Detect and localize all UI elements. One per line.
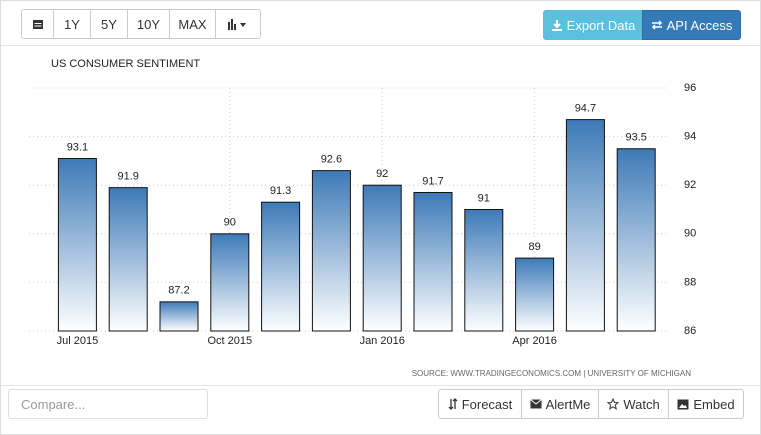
alert-label: AlertMe [545,396,591,412]
bar [413,191,453,332]
value-label: 87.2 [168,285,189,297]
x-tick-label: Jan 2016 [360,335,405,347]
value-label: 91.7 [422,175,443,187]
api-button[interactable]: API Access [642,10,741,40]
calendar-icon [32,20,43,29]
divider [1,385,760,386]
value-label: 91.9 [117,171,138,183]
bar [159,301,199,332]
bar [565,119,605,332]
embed-button[interactable]: Embed [668,389,744,419]
download-icon [551,20,562,31]
chart-title: US CONSUMER SENTIMENT [51,58,200,70]
chart: US CONSUMER SENTIMENT SOURCE: WWW.TRADIN… [29,58,696,378]
x-tick-label: Oct 2015 [207,335,252,347]
range-button[interactable]: 10Y [127,9,170,39]
bar [108,187,148,332]
star-icon [607,398,620,410]
export-button[interactable]: Export Data [543,10,643,40]
bar [210,233,250,332]
compare-input[interactable]: Compare... [8,389,208,419]
calendar-button[interactable] [21,9,54,39]
forecast-button[interactable]: Forecast [438,389,522,419]
bar [616,148,656,332]
bar [57,157,97,332]
forecast-label: Forecast [461,396,513,412]
bar [515,257,555,332]
exchange-icon [651,20,662,30]
range-button[interactable]: MAX [169,9,216,39]
range-button[interactable]: 1Y [53,9,91,39]
value-label: 92 [376,168,388,180]
source: SOURCE: WWW.TRADINGECONOMICS.COM | UNIVE… [412,369,691,378]
sort-icon [448,398,458,410]
alert-button[interactable]: AlertMe [521,389,599,419]
y-tick-label: 86 [684,325,696,337]
x-tick-label: Jul 2015 [57,335,99,347]
value-label: 91 [478,192,490,204]
y-tick-label: 94 [684,131,696,143]
embed-label: Embed [693,396,735,412]
watch-label: Watch [623,396,660,412]
value-label: 93.5 [625,132,646,144]
bar [311,170,351,332]
image-icon [677,399,689,409]
y-tick-label: 88 [684,276,696,288]
value-label: 94.7 [575,102,596,114]
mail-icon [529,399,542,409]
bar [362,184,402,332]
watch-button[interactable]: Watch [598,389,669,419]
y-tick-label: 96 [684,82,696,94]
value-label: 93.1 [67,141,88,153]
export-label: Export Data [566,17,636,33]
divider [1,45,760,46]
api-label: API Access [666,17,733,33]
value-label: 91.3 [270,185,291,197]
y-tick-label: 90 [684,228,696,240]
value-label: 92.6 [321,154,342,166]
chart-type-icon [228,19,246,30]
y-tick-label: 92 [684,179,696,191]
range-button[interactable]: 5Y [90,9,128,39]
x-tick-label: Apr 2016 [512,335,557,347]
value-label: 89 [528,241,540,253]
value-label: 90 [224,217,236,229]
bar [464,209,504,332]
chart-type-button[interactable] [215,9,261,39]
bar [261,201,301,332]
